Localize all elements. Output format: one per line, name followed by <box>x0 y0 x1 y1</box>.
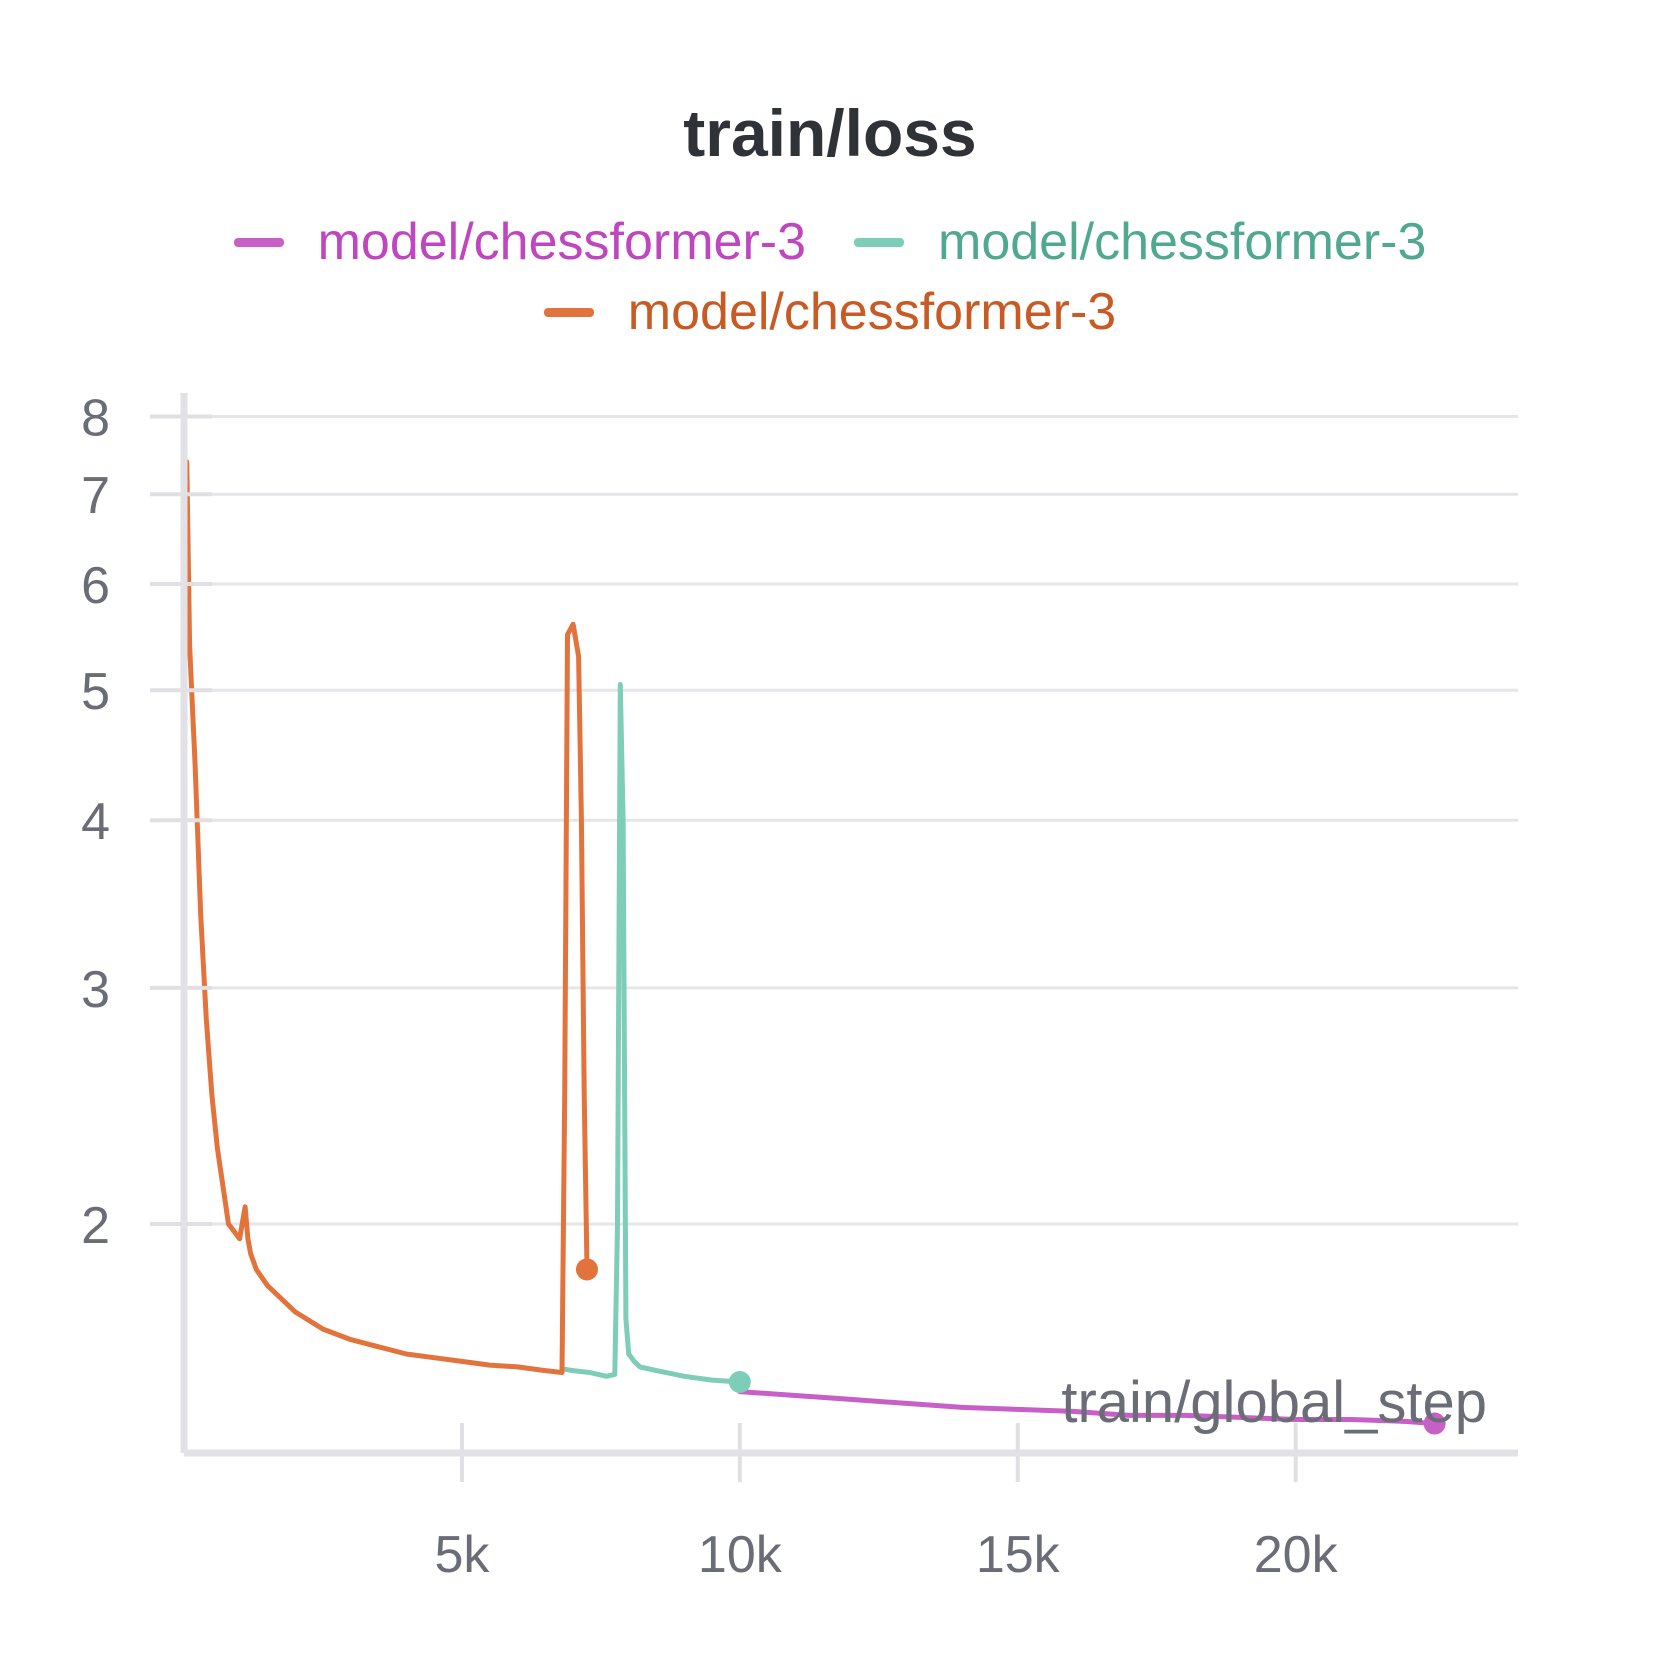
legend-item-3[interactable]: model/chessformer-3 <box>543 282 1117 342</box>
y-tick-label-2: 2 <box>81 1197 110 1255</box>
y-tick-label-4: 4 <box>81 793 110 851</box>
series-end-point-1 <box>1423 1412 1446 1435</box>
legend-row-1: model/chessformer-3 model/chessformer-3 <box>0 212 1660 272</box>
series-layer <box>184 459 1446 1435</box>
y-tick-label-6: 6 <box>81 557 110 615</box>
series-line-3 <box>184 459 590 1375</box>
grid-layer <box>184 414 1518 1226</box>
legend-row-2: model/chessformer-3 <box>0 282 1660 342</box>
series-line-2 <box>559 682 743 1385</box>
legend-swatch-1 <box>233 237 284 247</box>
legend-label-1: model/chessformer-3 <box>317 213 806 271</box>
x-axis-label: train/global_step <box>1061 1370 1487 1435</box>
y-tick-label-7: 7 <box>81 467 110 525</box>
legend-swatch-2 <box>854 237 904 247</box>
x-tick-label-10k: 10k <box>698 1526 783 1584</box>
chart-title: train/loss <box>683 96 977 170</box>
legend-label-2: model/chessformer-3 <box>938 213 1427 271</box>
legend-item-1[interactable]: model/chessformer-3 <box>233 212 806 272</box>
y-tick-label-5: 5 <box>81 663 110 721</box>
y-tick-label-3: 3 <box>81 961 110 1019</box>
x-tick-label-5k: 5k <box>434 1526 490 1584</box>
x-tick-label-15k: 15k <box>976 1526 1061 1584</box>
y-tick-label-8: 8 <box>81 389 110 447</box>
x-tick-label-20k: 20k <box>1254 1526 1339 1584</box>
series-end-point-2 <box>728 1370 751 1393</box>
legend-label-3: model/chessformer-3 <box>627 283 1117 341</box>
series-line-1 <box>737 1389 1438 1427</box>
legend-swatch-3 <box>543 307 594 317</box>
legend-item-2[interactable]: model/chessformer-3 <box>854 212 1426 272</box>
series-end-point-3 <box>575 1258 598 1281</box>
axis-layer: 2 3 4 5 6 7 8 5k 10k 15k 20k <box>81 389 1518 1584</box>
